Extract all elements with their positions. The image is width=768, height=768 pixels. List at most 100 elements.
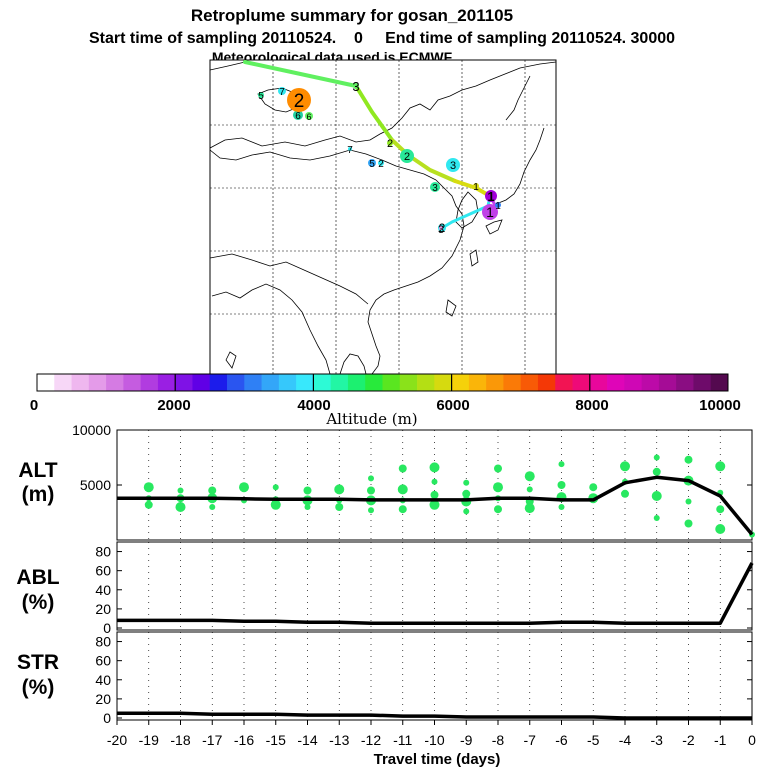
colorbar-swatch — [261, 374, 280, 391]
colorbar-swatch — [192, 374, 211, 391]
plume-point — [304, 504, 311, 510]
colorbar-swatch — [417, 374, 435, 391]
colorbar-swatch — [71, 374, 90, 391]
colorbar-swatch — [278, 374, 297, 391]
map-frame — [209, 59, 557, 375]
colorbar-swatch — [693, 374, 712, 391]
plume-point — [431, 478, 438, 485]
x-axis-title: Travel time (days) — [374, 751, 501, 768]
trajectory-map: 1 1 2 3 2 3 1 — [209, 59, 557, 375]
plume-point — [494, 505, 502, 514]
plume-point — [524, 503, 535, 514]
colorbar-swatch — [676, 374, 694, 391]
marker-label: 5 — [258, 91, 264, 102]
colorbar-swatch — [607, 374, 625, 391]
marker-label: 2 — [404, 151, 410, 163]
colorbar-swatch — [157, 374, 176, 391]
plume-point — [175, 502, 186, 512]
marker-label: 7 — [347, 145, 353, 156]
colorbar-swatch — [434, 374, 452, 391]
plume-point — [398, 464, 407, 473]
colorbar-swatch — [313, 374, 332, 391]
y-tick-label: 10000 — [72, 422, 111, 438]
plume-point — [685, 498, 692, 505]
y-tick-label: 0 — [103, 620, 111, 636]
plume-point — [684, 519, 693, 528]
plume-point — [558, 504, 565, 510]
colorbar-swatch — [106, 374, 124, 391]
plume-point — [368, 475, 374, 482]
x-tick-label: -14 — [297, 732, 317, 748]
plume-point — [684, 455, 693, 464]
plume-point — [239, 482, 249, 493]
colorbar-ticks: 0 2000 4000 6000 8000 10000 — [30, 397, 741, 414]
colorbar-swatch — [347, 374, 366, 391]
trajectory-markers: 1 1 2 3 2 3 1 — [258, 79, 501, 236]
y-tick-label: 60 — [95, 563, 111, 579]
plume-point — [272, 484, 279, 491]
x-tick-label: -12 — [361, 732, 381, 748]
colorbar-swatch — [520, 374, 539, 391]
colorbar-tick-label: 4000 — [297, 397, 330, 414]
colorbar-swatch — [244, 374, 262, 391]
marker-day-2-orange: 2 — [287, 88, 311, 112]
plume-point — [270, 499, 281, 510]
x-tick-label: -19 — [139, 732, 159, 748]
plume-point — [462, 489, 471, 498]
colorbar-swatch — [399, 374, 418, 391]
marker-label: 7 — [279, 87, 285, 98]
x-tick-label: -7 — [524, 732, 537, 748]
colorbar-swatch — [209, 374, 228, 391]
plume-point — [368, 507, 374, 514]
plume-point — [143, 482, 154, 493]
plume-point — [334, 484, 345, 495]
colorbar-tick-label: 10000 — [699, 397, 741, 414]
colorbar-swatch — [555, 374, 573, 391]
plume-point — [177, 487, 184, 494]
plume-point — [144, 500, 153, 509]
x-tick-label: -15 — [266, 732, 286, 748]
marker-label: 2 — [294, 91, 305, 112]
figure-title: Retroplume summary for gosan_201105 — [191, 6, 513, 25]
plume-point — [335, 503, 344, 511]
series-line — [117, 475, 754, 536]
x-tick-label: -3 — [651, 732, 664, 748]
colorbar-swatch — [624, 374, 643, 391]
colorbar-tick-label: 0 — [30, 397, 38, 414]
colorbar-swatch — [365, 374, 383, 391]
marker-label: 3 — [352, 79, 359, 94]
panel-alt: 10000 5000 — [72, 422, 755, 541]
marker-day-6-green: 6 — [305, 112, 313, 122]
marker-day-5-cyan: 5 — [368, 159, 376, 170]
alt-label-line2: (m) — [22, 483, 55, 506]
marker-label: 1 — [473, 182, 479, 193]
x-tick-label: -13 — [329, 732, 349, 748]
plume-point — [463, 479, 470, 486]
series-line — [117, 562, 754, 625]
marker-day-1b: 1 — [482, 204, 498, 220]
plume-point — [430, 490, 439, 499]
x-tick-label: -2 — [682, 732, 695, 748]
colorbar-swatch — [227, 374, 245, 391]
panel-abl: 0 20 40 60 80 — [95, 541, 754, 636]
marker-day-2-teal: 2 — [378, 159, 384, 170]
marker-day-3-green: 3 — [430, 182, 440, 194]
plume-point — [621, 489, 629, 498]
colorbar-swatch — [330, 374, 349, 391]
plume-point — [493, 482, 503, 493]
colorbar-swatch — [658, 374, 677, 391]
colorbar-swatch — [123, 374, 142, 391]
marker-label: 1 — [487, 189, 494, 204]
plume-point — [209, 504, 216, 510]
y-tick-label: 40 — [95, 672, 111, 688]
plume-point — [398, 505, 407, 514]
series-line — [117, 711, 752, 720]
plume-point — [651, 491, 662, 501]
colorbar-tick-label: 8000 — [575, 397, 608, 414]
y-tick-label: 80 — [95, 634, 111, 650]
marker-day-7-blue: 7 — [347, 145, 353, 156]
marker-day-1-blue: 1 — [495, 201, 501, 212]
marker-day-3-cyan: 3 — [446, 158, 460, 172]
